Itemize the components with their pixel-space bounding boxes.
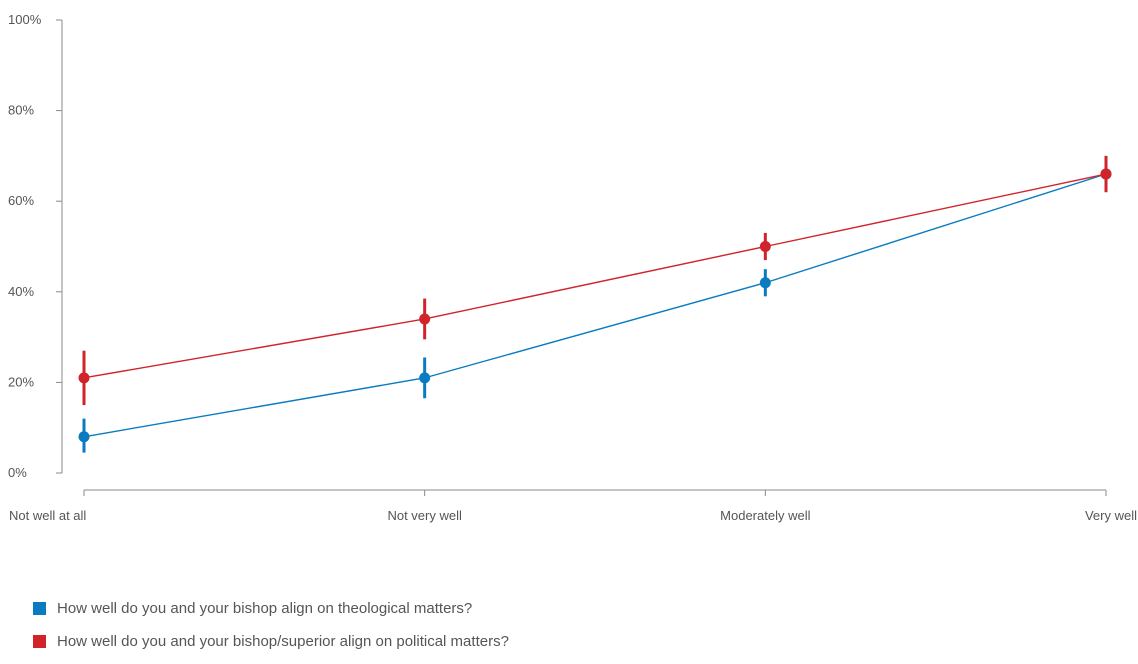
data-point bbox=[419, 372, 431, 384]
data-point bbox=[78, 372, 90, 384]
legend-swatch-political bbox=[33, 634, 46, 648]
chart-axes bbox=[56, 19, 1107, 496]
x-tick-label: Not very well bbox=[387, 508, 462, 523]
legend-label-political: How well do you and your bishop/superior… bbox=[57, 632, 509, 650]
y-tick-label: 0% bbox=[8, 465, 27, 480]
y-tick-label: 40% bbox=[8, 284, 34, 299]
legend-item-theological: How well do you and your bishop align on… bbox=[33, 598, 509, 618]
series-layer bbox=[78, 155, 1112, 453]
y-tick-label: 60% bbox=[8, 193, 34, 208]
data-point bbox=[78, 431, 90, 443]
series-line bbox=[83, 173, 1107, 438]
y-tick-label: 20% bbox=[8, 374, 34, 389]
legend: How well do you and your bishop align on… bbox=[33, 598, 509, 664]
x-tick-label: Very well bbox=[1085, 508, 1137, 523]
series-1 bbox=[78, 155, 1112, 406]
y-axis-tick-labels: 0% 20% 40% 60% 80% 100% bbox=[8, 12, 42, 480]
x-tick-label: Not well at all bbox=[9, 508, 86, 523]
x-axis-tick-labels: Not well at all Not very well Moderately w… bbox=[9, 508, 1137, 523]
data-point bbox=[419, 313, 431, 325]
data-point bbox=[1100, 168, 1112, 180]
series-line bbox=[83, 173, 1107, 379]
legend-label-theological: How well do you and your bishop align on… bbox=[57, 599, 473, 617]
series-0 bbox=[78, 155, 1112, 453]
data-point bbox=[759, 241, 771, 252]
y-tick-label: 100% bbox=[8, 12, 42, 27]
y-tick-label: 80% bbox=[8, 103, 34, 118]
x-tick-label: Moderately well bbox=[720, 508, 810, 523]
legend-swatch-theological bbox=[33, 601, 46, 615]
legend-item-political: How well do you and your bishop/superior… bbox=[33, 631, 509, 651]
data-point bbox=[759, 277, 771, 289]
